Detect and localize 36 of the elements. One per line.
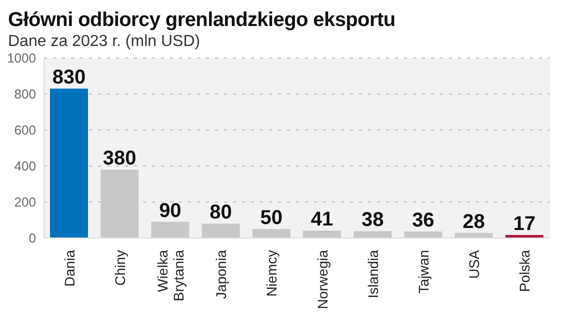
y-tick-label: 400 [14,158,36,174]
x-tick-label: Polska [516,250,533,292]
x-tick-label: Wielka Brytania [154,250,186,302]
y-tick-label: 600 [14,122,36,138]
data-label: 830 [52,66,86,89]
y-tick-label: 200 [14,194,36,210]
data-label: 80 [210,202,232,224]
bar [202,224,240,238]
bar [100,170,139,238]
y-tick-label: 1000 [7,50,36,66]
bar [354,231,392,238]
data-label: 90 [159,200,182,222]
data-label: 38 [361,209,384,232]
data-label: 50 [260,207,283,229]
y-tick-label: 0 [28,230,36,246]
x-tick-label: USA [466,249,482,279]
x-tick-label: Chiny [112,250,128,286]
chart-title: Główni odbiorcy grenlandzkiego eksportu [8,8,396,32]
bar [303,230,341,238]
x-tick-label: Islandia [364,250,381,298]
data-label: 36 [412,210,434,232]
y-tick-label: 800 [14,86,36,102]
bar [151,222,190,238]
x-tick-label: Japonia [213,250,230,300]
data-label: 28 [462,210,485,233]
data-label: 380 [102,148,136,170]
x-tick-label: Niemcy [264,250,280,297]
data-label: 17 [513,212,536,235]
x-tick-label: Dania [61,250,78,287]
x-tick-label: Tajwan [416,250,432,294]
bar [252,229,290,238]
chart-subtitle: Dane za 2023 r. (mln USD) [8,32,202,52]
bar [50,88,88,238]
data-label: 41 [310,208,334,231]
bar [404,232,442,238]
x-tick-label: Norwegia [314,250,330,310]
